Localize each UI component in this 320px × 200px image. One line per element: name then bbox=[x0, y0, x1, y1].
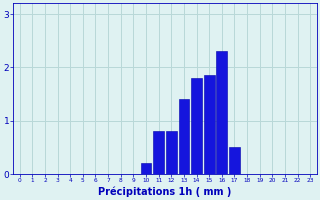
Bar bbox=[216, 51, 227, 174]
Bar bbox=[153, 131, 164, 174]
Bar bbox=[166, 131, 177, 174]
Bar bbox=[204, 75, 214, 174]
X-axis label: Précipitations 1h ( mm ): Précipitations 1h ( mm ) bbox=[98, 186, 232, 197]
Bar bbox=[191, 78, 202, 174]
Bar bbox=[141, 163, 151, 174]
Bar bbox=[179, 99, 189, 174]
Bar bbox=[229, 147, 240, 174]
